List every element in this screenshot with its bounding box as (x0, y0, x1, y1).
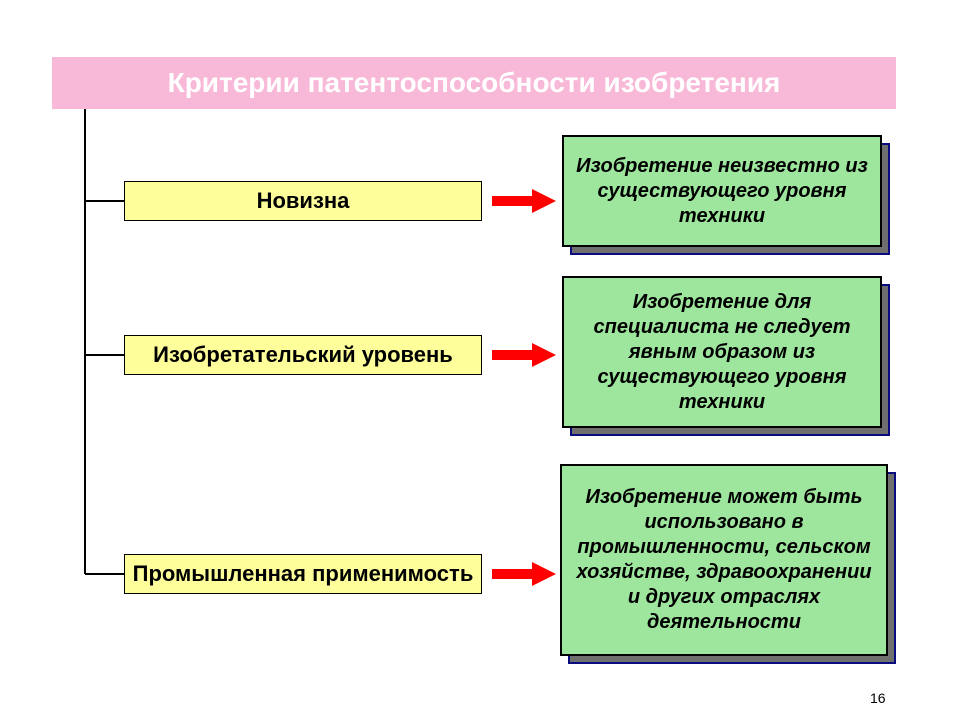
category-novelty: Новизна (124, 181, 482, 221)
category-industrial-applicability: Промышленная применимость (124, 554, 482, 594)
description-text: Изобретение может быть использовано в пр… (560, 464, 888, 656)
page-number: 16 (870, 690, 886, 706)
description-inventive-step: Изобретение для специалиста не следует я… (562, 276, 890, 436)
arrow-icon (492, 189, 556, 213)
category-label: Новизна (257, 188, 350, 214)
category-label: Промышленная применимость (133, 561, 474, 587)
category-label: Изобретательский уровень (153, 342, 453, 368)
description-novelty: Изобретение неизвестно из существующего … (562, 135, 890, 255)
arrow-icon (492, 343, 556, 367)
arrow-icon (492, 562, 556, 586)
category-inventive-step: Изобретательский уровень (124, 335, 482, 375)
description-text: Изобретение неизвестно из существующего … (562, 135, 882, 247)
description-industrial-applicability: Изобретение может быть использовано в пр… (560, 464, 896, 664)
diagram-stage: Критерии патентоспособности изобретения … (0, 0, 960, 720)
diagram-title: Критерии патентоспособности изобретения (52, 57, 896, 109)
description-text: Изобретение для специалиста не следует я… (562, 276, 882, 428)
